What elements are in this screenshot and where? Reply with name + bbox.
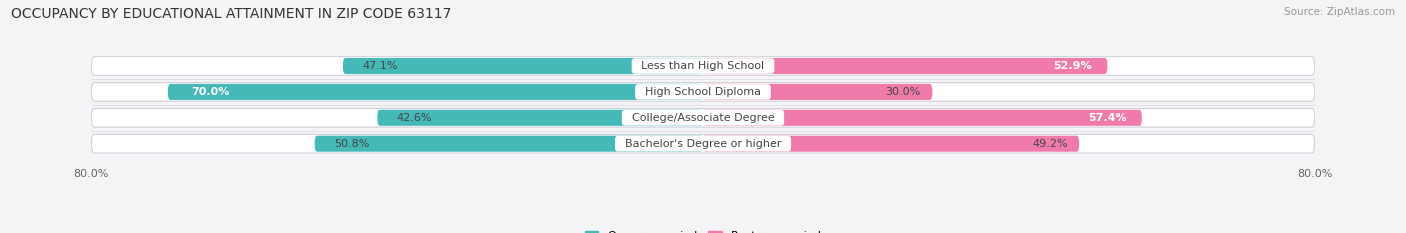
FancyBboxPatch shape [703,58,1108,74]
FancyBboxPatch shape [91,57,1315,75]
Text: High School Diploma: High School Diploma [638,87,768,97]
FancyBboxPatch shape [91,82,1315,101]
FancyBboxPatch shape [315,136,703,152]
FancyBboxPatch shape [703,136,1080,152]
Text: 47.1%: 47.1% [361,61,398,71]
Text: Bachelor's Degree or higher: Bachelor's Degree or higher [617,139,789,149]
Text: Source: ZipAtlas.com: Source: ZipAtlas.com [1284,7,1395,17]
Text: 30.0%: 30.0% [886,87,921,97]
Text: OCCUPANCY BY EDUCATIONAL ATTAINMENT IN ZIP CODE 63117: OCCUPANCY BY EDUCATIONAL ATTAINMENT IN Z… [11,7,451,21]
Text: 57.4%: 57.4% [1088,113,1126,123]
Text: 52.9%: 52.9% [1053,61,1092,71]
FancyBboxPatch shape [703,84,932,100]
Text: 42.6%: 42.6% [396,113,432,123]
Text: 50.8%: 50.8% [333,139,370,149]
FancyBboxPatch shape [703,110,1142,126]
FancyBboxPatch shape [167,84,703,100]
Legend: Owner-occupied, Renter-occupied: Owner-occupied, Renter-occupied [585,231,821,233]
Text: 70.0%: 70.0% [191,87,229,97]
FancyBboxPatch shape [377,110,703,126]
FancyBboxPatch shape [91,134,1315,153]
FancyBboxPatch shape [343,58,703,74]
Text: 49.2%: 49.2% [1032,139,1067,149]
FancyBboxPatch shape [91,109,1315,127]
Text: Less than High School: Less than High School [634,61,772,71]
Text: College/Associate Degree: College/Associate Degree [624,113,782,123]
